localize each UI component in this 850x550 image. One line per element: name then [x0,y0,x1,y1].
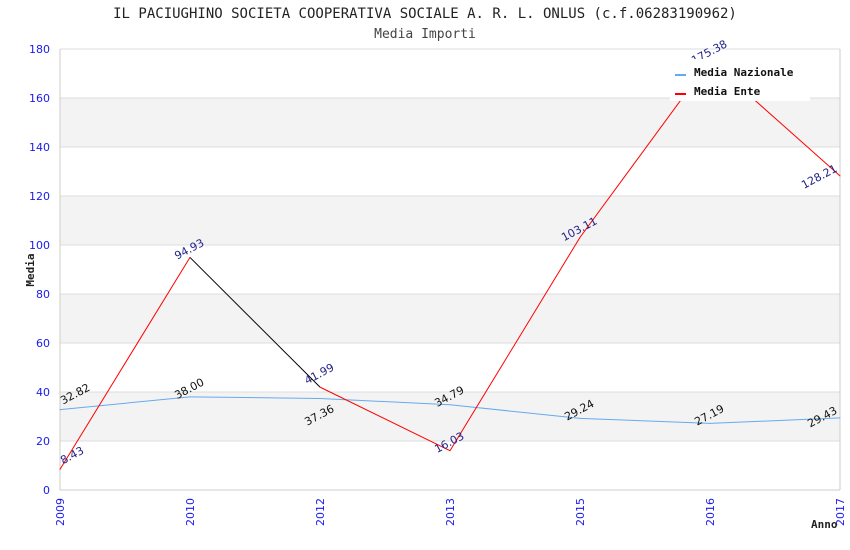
y-axis-label: Media [24,253,37,286]
grid-band [60,196,840,245]
data-point [449,450,451,452]
data-label: 8.43 [58,444,86,467]
data-point [319,397,321,399]
x-tick-label: 2017 [834,498,847,526]
data-point [319,386,321,388]
series-line-segment [319,386,451,452]
legend-box [670,59,810,101]
y-tick-label: 180 [29,43,50,56]
data-point [189,396,191,398]
y-tick-label: 60 [36,337,50,350]
series-line-segment [59,396,191,411]
data-point [59,468,61,470]
x-tick-label: 2010 [184,498,197,526]
y-tick-label: 80 [36,288,50,301]
series-line-segment [449,237,581,451]
data-point [449,404,451,406]
y-tick-label: 120 [29,190,50,203]
data-point [579,236,581,238]
chart-subtitle: Media Importi [374,27,476,42]
data-point [839,175,841,177]
chart-title: IL PACIUGHINO SOCIETA COOPERATIVA SOCIAL… [113,6,737,22]
series-line-segment [59,257,191,470]
data-point [839,417,841,419]
data-label: 41.99 [302,361,336,387]
grid-band [60,294,840,343]
data-point [709,422,711,424]
y-tick-label: 160 [29,92,50,105]
legend-label: Media Ente [694,85,761,98]
data-point [579,417,581,419]
y-tick-label: 0 [43,484,50,497]
x-tick-label: 2015 [574,498,587,526]
x-tick-label: 2016 [704,498,717,526]
y-tick-label: 40 [36,386,50,399]
data-label: 128.21 [799,162,839,192]
series-line-segment [189,257,321,388]
x-tick-label: 2012 [314,498,327,526]
x-tick-label: 2013 [444,498,457,526]
series-line-segment [709,417,841,424]
series-line-segment [189,396,321,399]
y-tick-label: 140 [29,141,50,154]
grid-band [60,98,840,147]
x-axis-label: Anno [811,518,838,531]
grid-band [60,392,840,441]
y-tick-label: 20 [36,435,50,448]
y-tick-label: 100 [29,239,50,252]
series-line-segment [579,417,711,424]
series-line-segment [449,404,581,419]
data-point [189,256,191,258]
series-line-segment [319,397,451,406]
x-tick-label: 2009 [54,498,67,526]
data-point [59,409,61,411]
legend-label: Media Nazionale [694,66,794,79]
